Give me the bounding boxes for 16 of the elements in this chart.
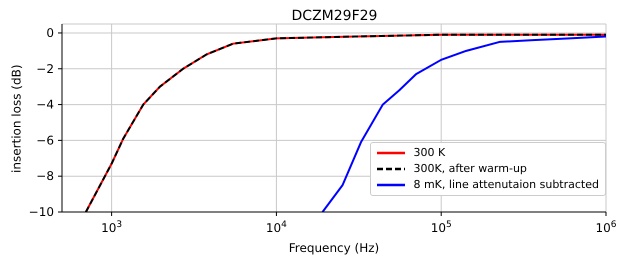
y-tick-label: −8: [36, 169, 54, 184]
legend-label: 8 mK, line attenutaion subtracted: [412, 177, 599, 193]
y-tick-label: −4: [36, 98, 54, 112]
x-tick-label: 10$^{6}$: [595, 220, 617, 235]
x-tick-label: 10$^{4}$: [266, 220, 288, 235]
y-tick-label: 0: [46, 26, 54, 40]
y-tick-label: −10: [28, 205, 54, 219]
y-axis-title: insertion loss (dB): [9, 64, 24, 173]
legend-label: 300 K: [412, 145, 446, 161]
x-tick-label: 10$^{3}$: [101, 220, 122, 235]
x-tick-label: 10$^{5}$: [430, 220, 452, 235]
chart-title: DCZM29F29: [290, 8, 378, 24]
y-tick-label: −2: [36, 62, 54, 76]
y-tick-label: −6: [36, 133, 54, 148]
x-axis-title: Frequency (Hz): [288, 241, 380, 255]
legend-label: 300K, after warm-up: [412, 161, 528, 177]
